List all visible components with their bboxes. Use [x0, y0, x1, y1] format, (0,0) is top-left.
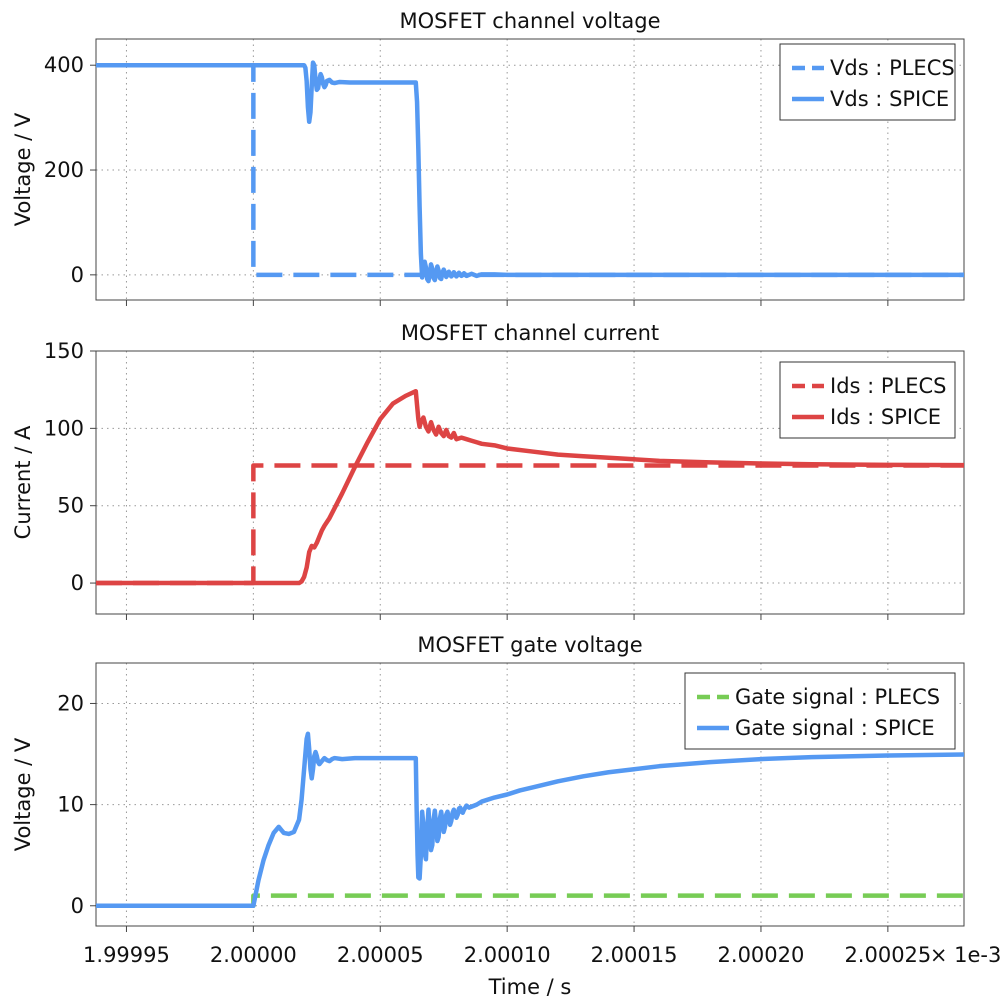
y-tick-label: 200: [44, 158, 84, 182]
plot-frame: [95, 350, 965, 615]
legend-label: Vds : PLECS: [830, 56, 955, 80]
chart-title: MOSFET gate voltage: [417, 633, 642, 657]
legend-box: [684, 672, 956, 750]
x-tick-label: 2.00025: [844, 943, 931, 967]
y-axis-label: Voltage / V: [11, 737, 35, 851]
chart-title: MOSFET channel current: [401, 321, 659, 345]
legend: Vds : PLECS Vds : SPICE: [779, 43, 956, 121]
y-tick-label: 0: [71, 571, 84, 595]
y-axis-label: Voltage / V: [11, 112, 35, 226]
legend-label: Vds : SPICE: [830, 87, 949, 111]
legend-label: Gate signal : SPICE: [735, 716, 935, 740]
series-group: [96, 731, 964, 909]
x-tick-label: 2.00000: [210, 943, 297, 967]
series-line-gate-signal-spice: [96, 731, 964, 909]
x-tick-label: 2.00005: [337, 943, 424, 967]
series-group: [96, 388, 964, 586]
series-group: [96, 60, 964, 284]
y-tick-label: 150: [44, 339, 84, 363]
y-tick-label: 100: [44, 416, 84, 440]
panel-channel-current: MOSFET channel current 0 50 100 150 Current /…: [11, 321, 965, 620]
legend-box: [779, 43, 956, 121]
panel-gate-voltage: MOSFET gate voltage 0 10 20 Voltage / V Gate …: [11, 633, 965, 932]
y-axis-label: Current / A: [11, 425, 35, 539]
legend-label: Ids : SPICE: [830, 405, 941, 429]
legend-label: Gate signal : PLECS: [735, 685, 940, 709]
x-tick-label: 2.00015: [591, 943, 678, 967]
x-axis-label: Time / s: [488, 975, 572, 999]
y-tick-label: 50: [57, 494, 84, 518]
legend: Ids : PLECS Ids : SPICE: [779, 361, 956, 439]
y-tick-label: 0: [71, 894, 84, 918]
plot-frame: [95, 38, 965, 301]
y-tick-label: 400: [44, 53, 84, 77]
x-tick-label: 2.00010: [464, 943, 551, 967]
y-tick-label: 0: [71, 263, 84, 287]
x-scale-note: × 1e-3: [930, 943, 1000, 967]
series-line-ids-plecs: [96, 463, 964, 586]
x-tick-label: 2.00020: [718, 943, 805, 967]
x-tick-labels: 1.99995 2.00000 2.00005 2.00010 2.00015 2.000…: [83, 943, 931, 967]
plot-frame: [95, 662, 965, 927]
y-tick-label: 20: [57, 691, 84, 715]
legend-box: [779, 361, 956, 439]
panel-channel-voltage: MOSFET channel voltage 0 200 400 Voltage / V…: [11, 9, 965, 306]
series-line-ids-spice: [96, 388, 964, 586]
legend-label: Ids : PLECS: [830, 374, 947, 398]
series-line-vds-spice: [96, 60, 964, 284]
chart-title: MOSFET channel voltage: [399, 9, 660, 33]
y-tick-label: 10: [57, 793, 84, 817]
x-tick-label: 1.99995: [83, 943, 170, 967]
legend: Gate signal : PLECS Gate signal : SPICE: [684, 672, 956, 750]
